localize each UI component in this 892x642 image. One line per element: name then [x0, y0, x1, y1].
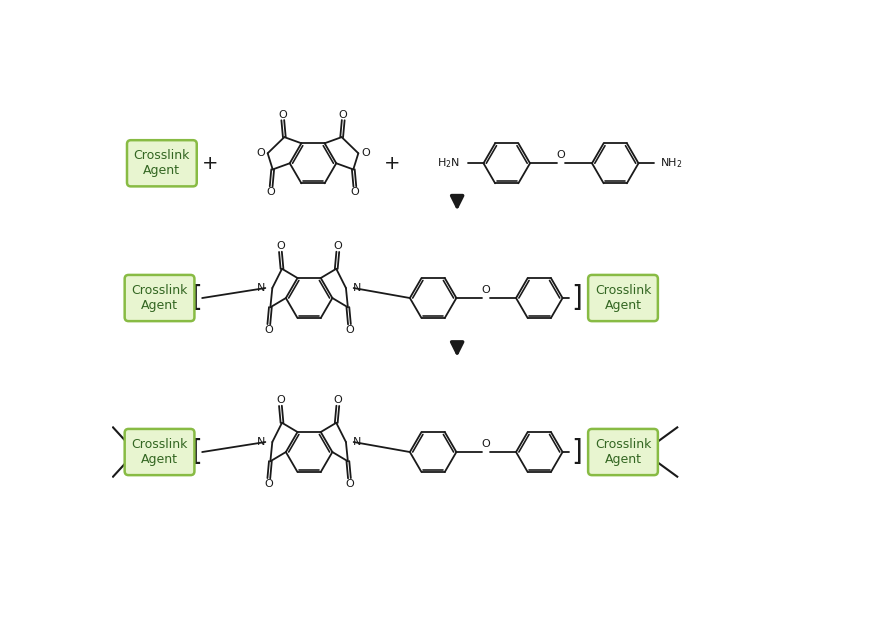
- Text: N: N: [257, 437, 265, 447]
- Text: Crosslink
Agent: Crosslink Agent: [131, 438, 187, 466]
- Text: O: O: [482, 284, 491, 295]
- Text: +: +: [384, 154, 401, 173]
- Text: O: O: [339, 110, 348, 120]
- Text: O: O: [267, 187, 276, 196]
- Text: Crosslink
Agent: Crosslink Agent: [131, 284, 187, 312]
- Text: O: O: [482, 438, 491, 449]
- Text: O: O: [277, 241, 285, 252]
- FancyBboxPatch shape: [127, 140, 197, 186]
- Text: O: O: [334, 395, 343, 406]
- Text: [: [: [191, 438, 202, 466]
- Text: O: O: [264, 478, 273, 489]
- FancyBboxPatch shape: [125, 275, 194, 321]
- Text: ]: ]: [571, 438, 582, 466]
- Text: N: N: [353, 283, 361, 293]
- FancyBboxPatch shape: [125, 429, 194, 475]
- Text: N: N: [353, 437, 361, 447]
- Text: O: O: [345, 478, 354, 489]
- FancyBboxPatch shape: [588, 429, 658, 475]
- Text: Crosslink
Agent: Crosslink Agent: [134, 150, 190, 177]
- Text: O: O: [256, 148, 265, 159]
- Text: ]: ]: [571, 284, 582, 312]
- Text: N: N: [257, 283, 265, 293]
- Text: NH$_2$: NH$_2$: [660, 157, 682, 170]
- Text: O: O: [361, 148, 369, 159]
- Text: O: O: [334, 241, 343, 252]
- Text: [: [: [191, 284, 202, 312]
- Text: O: O: [351, 187, 359, 196]
- Text: Crosslink
Agent: Crosslink Agent: [595, 438, 651, 466]
- Text: O: O: [264, 325, 273, 334]
- Text: H$_2$N: H$_2$N: [437, 157, 460, 170]
- Text: Crosslink
Agent: Crosslink Agent: [595, 284, 651, 312]
- Text: +: +: [202, 154, 219, 173]
- Text: O: O: [557, 150, 566, 160]
- Text: O: O: [277, 395, 285, 406]
- Text: O: O: [345, 325, 354, 334]
- Text: O: O: [278, 110, 287, 120]
- FancyBboxPatch shape: [588, 275, 658, 321]
